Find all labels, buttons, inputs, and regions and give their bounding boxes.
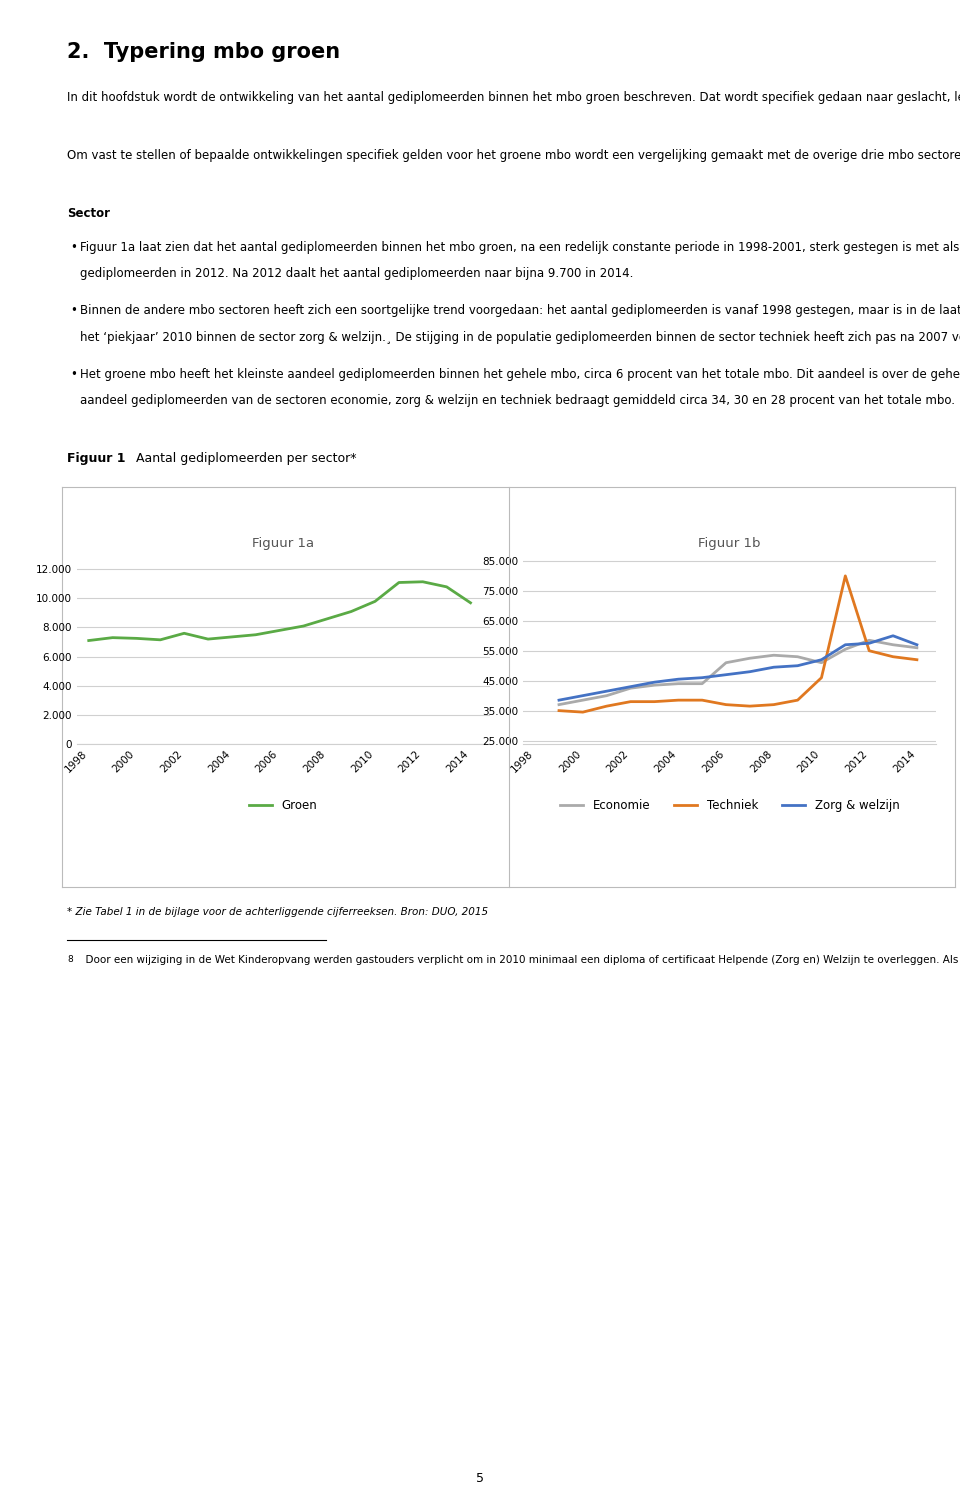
Techniek: [792, 691, 804, 709]
Techniek: [696, 691, 708, 709]
Zorg & welzijn: [649, 673, 660, 691]
Techniek: [840, 567, 852, 585]
Economie: [696, 675, 708, 693]
Text: 5: 5: [476, 1471, 484, 1485]
Text: * Zie Tabel 1 in de bijlage voor de achterliggende cijferreeksen. Bron: DUO, 201: * Zie Tabel 1 in de bijlage voor de acht…: [67, 907, 489, 916]
Zorg & welzijn: [577, 687, 588, 705]
Economie: [625, 679, 636, 697]
Economie: [792, 647, 804, 665]
Text: het ‘piekjaar’ 2010 binnen de sector zorg & welzijn.¸ De stijging in de populati: het ‘piekjaar’ 2010 binnen de sector zor…: [80, 330, 960, 344]
Economie: [649, 676, 660, 694]
Economie: [840, 640, 852, 658]
Techniek: [601, 697, 612, 715]
Zorg & welzijn: [720, 665, 732, 684]
Text: Door een wijziging in de Wet Kinderopvang werden gastouders verplicht om in 2010: Door een wijziging in de Wet Kinderopvan…: [79, 955, 960, 964]
Text: 8: 8: [67, 955, 73, 964]
Title: Figuur 1a: Figuur 1a: [252, 537, 314, 549]
Techniek: [887, 647, 899, 665]
Text: Sector: Sector: [67, 207, 110, 220]
Zorg & welzijn: [840, 635, 852, 653]
Economie: [553, 696, 564, 714]
Line: Zorg & welzijn: Zorg & welzijn: [559, 635, 917, 700]
Zorg & welzijn: [744, 662, 756, 681]
Techniek: [649, 693, 660, 711]
Economie: [720, 653, 732, 672]
Economie: [577, 691, 588, 709]
Techniek: [625, 693, 636, 711]
Zorg & welzijn: [816, 650, 828, 668]
Techniek: [911, 650, 923, 668]
Line: Economie: Economie: [559, 640, 917, 705]
Zorg & welzijn: [863, 634, 875, 652]
Text: •: •: [70, 368, 77, 380]
Legend: Groen: Groen: [244, 794, 323, 816]
Zorg & welzijn: [673, 670, 684, 688]
Economie: [768, 646, 780, 664]
Economie: [601, 687, 612, 705]
Text: •: •: [70, 305, 77, 317]
Techniek: [577, 703, 588, 721]
Techniek: [768, 696, 780, 714]
Zorg & welzijn: [553, 691, 564, 709]
Text: aandeel gediplomeerden van de sectoren economie, zorg & welzijn en techniek bedr: aandeel gediplomeerden van de sectoren e…: [80, 394, 954, 407]
Text: Het groene mbo heeft het kleinste aandeel gediplomeerden binnen het gehele mbo, : Het groene mbo heeft het kleinste aandee…: [80, 368, 960, 380]
Economie: [744, 649, 756, 667]
Techniek: [553, 702, 564, 720]
Text: Om vast te stellen of bepaalde ontwikkelingen specifiek gelden voor het groene m: Om vast te stellen of bepaalde ontwikkel…: [67, 149, 960, 161]
Zorg & welzijn: [792, 656, 804, 675]
Legend: Economie, Techniek, Zorg & welzijn: Economie, Techniek, Zorg & welzijn: [555, 794, 904, 816]
Economie: [887, 635, 899, 653]
Zorg & welzijn: [696, 668, 708, 687]
Text: Aantal gediplomeerden per sector*: Aantal gediplomeerden per sector*: [132, 453, 357, 465]
Zorg & welzijn: [625, 678, 636, 696]
Zorg & welzijn: [911, 635, 923, 653]
Text: 2.  Typering mbo groen: 2. Typering mbo groen: [67, 42, 341, 62]
Zorg & welzijn: [601, 682, 612, 700]
Economie: [911, 638, 923, 656]
Text: Binnen de andere mbo sectoren heeft zich een soortgelijke trend voorgedaan: het : Binnen de andere mbo sectoren heeft zich…: [80, 305, 960, 317]
Line: Techniek: Techniek: [559, 576, 917, 712]
Economie: [816, 653, 828, 672]
Text: Figuur 1: Figuur 1: [67, 453, 126, 465]
Text: Figuur 1a laat zien dat het aantal gediplomeerden binnen het mbo groen, na een r: Figuur 1a laat zien dat het aantal gedip…: [80, 241, 960, 254]
Text: In dit hoofdstuk wordt de ontwikkeling van het aantal gediplomeerden binnen het : In dit hoofdstuk wordt de ontwikkeling v…: [67, 91, 960, 104]
Techniek: [720, 696, 732, 714]
Techniek: [816, 668, 828, 687]
Techniek: [673, 691, 684, 709]
Techniek: [863, 641, 875, 659]
Economie: [863, 631, 875, 649]
Title: Figuur 1b: Figuur 1b: [698, 537, 761, 549]
Zorg & welzijn: [768, 658, 780, 676]
Text: gediplomeerden in 2012. Na 2012 daalt het aantal gediplomeerden naar bijna 9.700: gediplomeerden in 2012. Na 2012 daalt he…: [80, 267, 633, 281]
Techniek: [744, 697, 756, 715]
Text: •: •: [70, 241, 77, 254]
Economie: [673, 675, 684, 693]
Zorg & welzijn: [887, 626, 899, 644]
